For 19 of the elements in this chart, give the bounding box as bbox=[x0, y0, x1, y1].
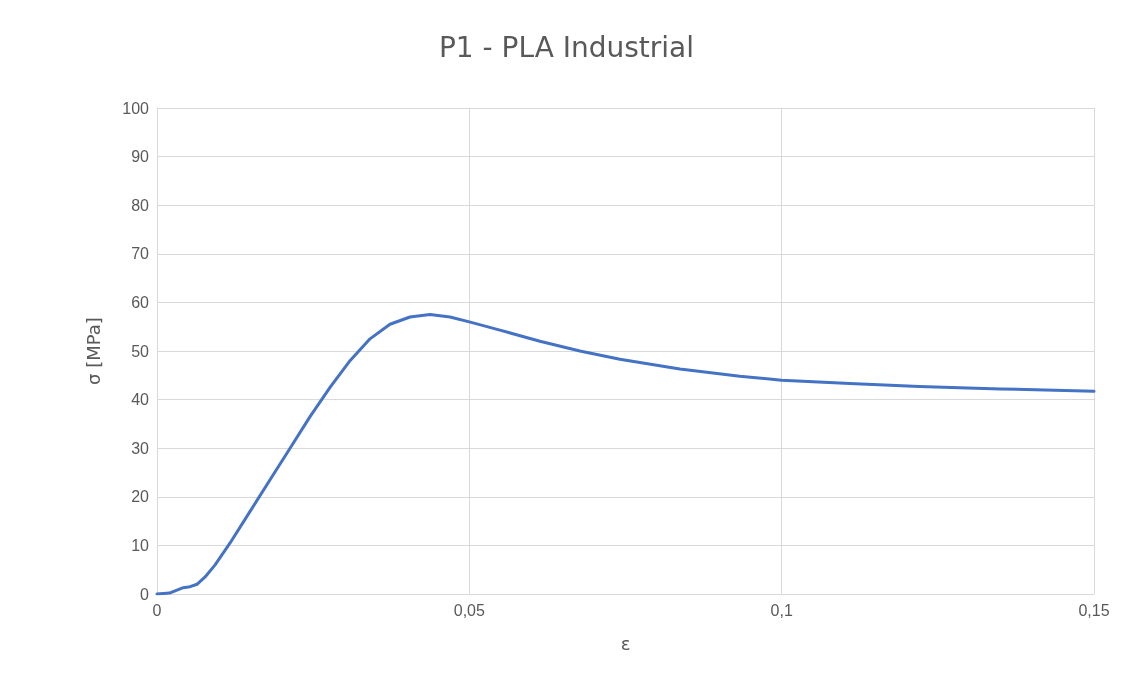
y-axis-title: σ [MPa] bbox=[82, 317, 104, 385]
y-tick-label: 90 bbox=[131, 148, 150, 166]
line-series bbox=[155, 313, 1096, 596]
x-tick-label: 0,15 bbox=[1078, 601, 1110, 619]
y-tick-label: 60 bbox=[131, 293, 150, 311]
y-tick-label: 70 bbox=[131, 245, 150, 263]
x-axis-title: ε bbox=[620, 632, 631, 654]
chart-title: P1 - PLA Industrial bbox=[438, 30, 695, 64]
y-tick-label: 20 bbox=[131, 488, 150, 506]
y-tick-label: 0 bbox=[140, 585, 150, 603]
y-tick-label: 80 bbox=[131, 196, 150, 214]
y-tick-label: 50 bbox=[131, 342, 150, 360]
y-tick-label: 100 bbox=[122, 99, 150, 117]
y-tick-label: 30 bbox=[131, 439, 150, 457]
y-tick-label: 10 bbox=[131, 536, 150, 554]
x-tick-label: 0,05 bbox=[453, 601, 486, 619]
y-tick-label: 40 bbox=[131, 391, 150, 409]
x-tick-label: 0 bbox=[152, 601, 162, 619]
x-tick-label: 0,1 bbox=[770, 601, 793, 619]
